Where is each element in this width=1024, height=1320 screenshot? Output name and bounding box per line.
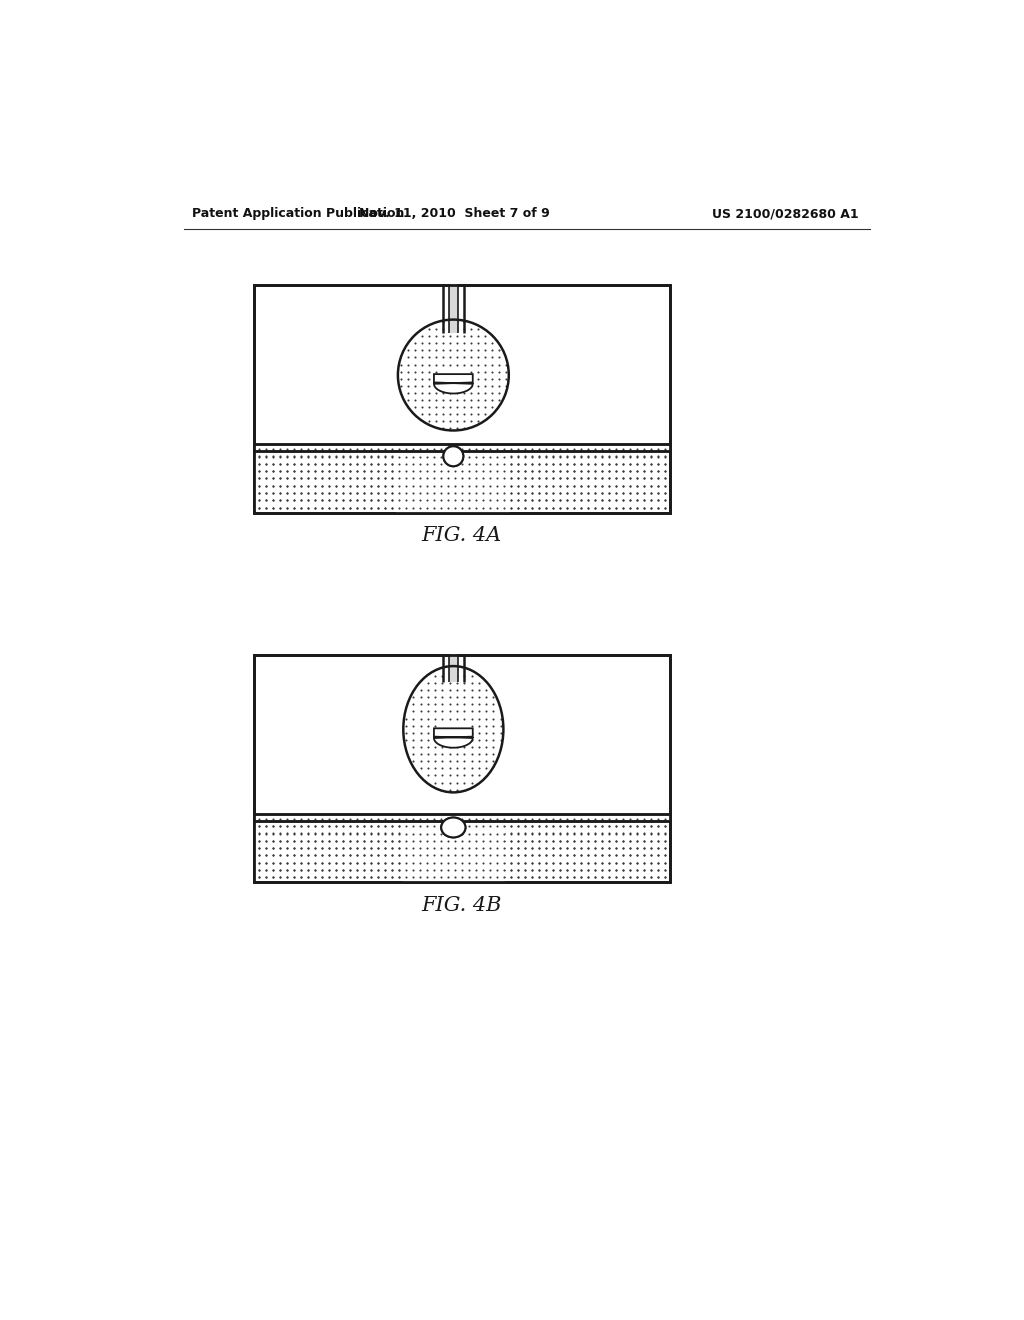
Bar [255, 451, 668, 511]
Bar [255, 821, 668, 880]
Bar [396, 445, 510, 512]
Bar [254, 814, 670, 821]
Bar [254, 655, 670, 882]
Ellipse shape [403, 667, 504, 792]
Ellipse shape [441, 817, 466, 837]
Polygon shape [434, 374, 473, 393]
Bar [449, 653, 458, 682]
Text: Patent Application Publication: Patent Application Publication [193, 207, 404, 220]
Bar [401, 814, 505, 882]
Bar [254, 445, 670, 451]
Ellipse shape [443, 446, 463, 466]
Text: US 2100/0282680 A1: US 2100/0282680 A1 [712, 207, 858, 220]
Ellipse shape [441, 817, 466, 837]
Bar [254, 285, 670, 512]
Bar [254, 655, 670, 882]
Ellipse shape [443, 446, 463, 466]
Ellipse shape [398, 319, 509, 430]
Bar [254, 285, 670, 512]
Text: FIG. 4A: FIG. 4A [422, 527, 502, 545]
Text: FIG. 4B: FIG. 4B [422, 896, 502, 915]
Bar [449, 284, 458, 334]
Polygon shape [434, 729, 473, 747]
Text: Nov. 11, 2010  Sheet 7 of 9: Nov. 11, 2010 Sheet 7 of 9 [358, 207, 549, 220]
